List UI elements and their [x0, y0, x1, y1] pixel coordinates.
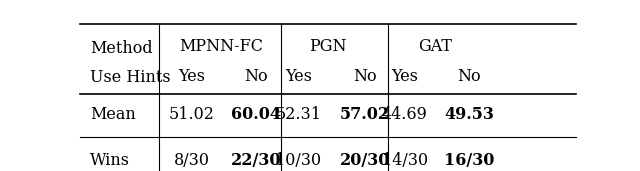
Text: Mean: Mean — [90, 106, 136, 123]
Text: Yes: Yes — [392, 68, 419, 85]
Text: 22/30: 22/30 — [231, 152, 282, 169]
Text: PGN: PGN — [309, 38, 347, 55]
Text: 60.04: 60.04 — [231, 106, 281, 123]
Text: Yes: Yes — [178, 68, 205, 85]
Text: Method: Method — [90, 40, 152, 57]
Text: 20/30: 20/30 — [340, 152, 390, 169]
Text: 51.02: 51.02 — [169, 106, 214, 123]
Text: 8/30: 8/30 — [173, 152, 210, 169]
Text: 52.31: 52.31 — [275, 106, 321, 123]
Text: No: No — [244, 68, 268, 85]
Text: 57.02: 57.02 — [340, 106, 390, 123]
Text: 14/30: 14/30 — [382, 152, 428, 169]
Text: No: No — [458, 68, 481, 85]
Text: MPNN-FC: MPNN-FC — [179, 38, 264, 55]
Text: 16/30: 16/30 — [444, 152, 495, 169]
Text: No: No — [353, 68, 377, 85]
Text: GAT: GAT — [418, 38, 452, 55]
Text: 10/30: 10/30 — [275, 152, 321, 169]
Text: 44.69: 44.69 — [382, 106, 428, 123]
Text: Wins: Wins — [90, 152, 130, 169]
Text: Yes: Yes — [285, 68, 312, 85]
Text: Use Hints: Use Hints — [90, 69, 170, 86]
Text: 49.53: 49.53 — [444, 106, 494, 123]
